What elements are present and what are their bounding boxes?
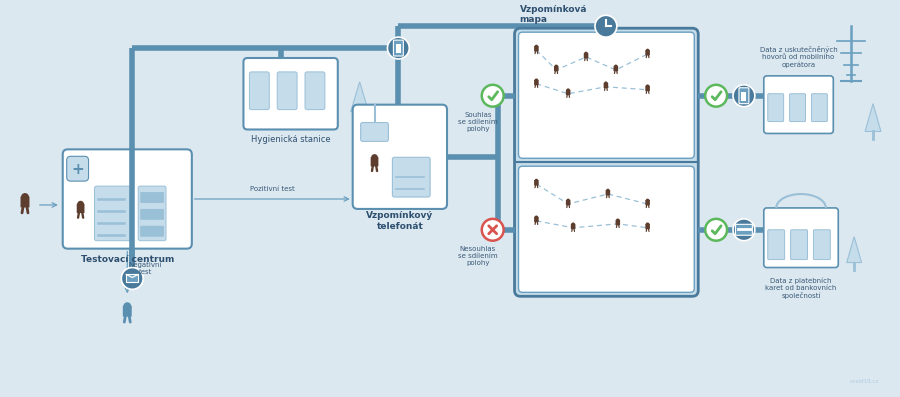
FancyBboxPatch shape <box>122 306 131 317</box>
FancyBboxPatch shape <box>249 72 269 110</box>
Circle shape <box>733 85 755 107</box>
FancyBboxPatch shape <box>812 94 827 121</box>
Circle shape <box>706 219 727 241</box>
FancyBboxPatch shape <box>566 90 571 95</box>
Polygon shape <box>847 237 861 262</box>
Circle shape <box>482 219 504 241</box>
FancyBboxPatch shape <box>764 208 838 268</box>
FancyBboxPatch shape <box>534 180 539 185</box>
Text: covid19.cz: covid19.cz <box>850 379 879 384</box>
Circle shape <box>535 179 538 182</box>
FancyBboxPatch shape <box>244 58 338 129</box>
FancyBboxPatch shape <box>139 186 166 241</box>
FancyBboxPatch shape <box>566 200 571 205</box>
Circle shape <box>535 79 538 82</box>
FancyBboxPatch shape <box>534 46 539 52</box>
Circle shape <box>646 49 650 52</box>
FancyBboxPatch shape <box>742 92 746 101</box>
FancyBboxPatch shape <box>21 197 30 208</box>
FancyBboxPatch shape <box>616 220 620 225</box>
FancyBboxPatch shape <box>140 192 164 203</box>
Text: Nesouhlas
se sdílením
polohy: Nesouhlas se sdílením polohy <box>458 246 498 266</box>
FancyBboxPatch shape <box>277 72 297 110</box>
FancyBboxPatch shape <box>571 224 575 229</box>
FancyBboxPatch shape <box>614 66 618 71</box>
FancyBboxPatch shape <box>393 40 403 56</box>
Circle shape <box>646 222 650 226</box>
FancyBboxPatch shape <box>554 66 559 71</box>
Circle shape <box>566 89 570 92</box>
Text: Pozitivní test: Pozitivní test <box>250 186 294 192</box>
FancyBboxPatch shape <box>396 44 400 53</box>
FancyBboxPatch shape <box>392 157 430 197</box>
FancyBboxPatch shape <box>353 105 447 209</box>
FancyBboxPatch shape <box>768 94 784 121</box>
FancyBboxPatch shape <box>606 190 610 195</box>
Circle shape <box>371 154 378 161</box>
Circle shape <box>572 222 575 226</box>
FancyBboxPatch shape <box>361 123 389 141</box>
Circle shape <box>595 15 616 37</box>
FancyBboxPatch shape <box>518 166 694 292</box>
FancyBboxPatch shape <box>645 50 650 56</box>
Circle shape <box>554 65 558 68</box>
Text: Souhlas
se sdílením
polohy: Souhlas se sdílením polohy <box>458 112 498 132</box>
Circle shape <box>646 198 650 202</box>
Text: Data z uskutečněných
hovorů od mobilního
operátora: Data z uskutečněných hovorů od mobilního… <box>760 46 837 68</box>
Circle shape <box>123 302 131 310</box>
FancyBboxPatch shape <box>645 200 650 205</box>
Circle shape <box>646 85 650 88</box>
FancyBboxPatch shape <box>645 224 650 229</box>
FancyBboxPatch shape <box>67 156 88 181</box>
FancyBboxPatch shape <box>604 83 608 88</box>
Circle shape <box>535 216 538 219</box>
Polygon shape <box>351 82 369 112</box>
Circle shape <box>616 218 619 222</box>
Circle shape <box>535 45 538 48</box>
FancyBboxPatch shape <box>76 204 85 213</box>
FancyBboxPatch shape <box>534 80 539 85</box>
Circle shape <box>606 189 609 192</box>
Text: Testovací centrum: Testovací centrum <box>81 255 174 264</box>
Circle shape <box>122 268 143 289</box>
Text: Negativní
test: Negativní test <box>129 262 162 275</box>
FancyBboxPatch shape <box>764 76 833 133</box>
FancyBboxPatch shape <box>768 230 785 260</box>
FancyBboxPatch shape <box>534 217 539 222</box>
Text: +: + <box>71 162 84 177</box>
FancyBboxPatch shape <box>94 186 132 241</box>
Text: Hygienická stanice: Hygienická stanice <box>251 135 330 144</box>
Text: Vzpomínková
mapa: Vzpomínková mapa <box>519 5 587 24</box>
FancyBboxPatch shape <box>739 88 749 104</box>
Polygon shape <box>865 104 881 131</box>
Circle shape <box>21 193 29 201</box>
Circle shape <box>482 85 504 107</box>
FancyBboxPatch shape <box>140 209 164 220</box>
FancyBboxPatch shape <box>305 72 325 110</box>
Circle shape <box>614 65 617 68</box>
Circle shape <box>584 52 588 55</box>
Text: Data z platebních
karet od bankovních
společností: Data z platebních karet od bankovních sp… <box>765 278 837 299</box>
FancyBboxPatch shape <box>518 32 694 158</box>
FancyBboxPatch shape <box>814 230 831 260</box>
Circle shape <box>387 37 410 59</box>
FancyBboxPatch shape <box>140 226 164 237</box>
FancyBboxPatch shape <box>371 157 378 166</box>
FancyBboxPatch shape <box>735 224 752 235</box>
Circle shape <box>77 201 84 208</box>
FancyBboxPatch shape <box>126 274 139 282</box>
Circle shape <box>733 219 755 241</box>
Circle shape <box>706 85 727 107</box>
Circle shape <box>566 198 570 202</box>
Text: Vzpomínkový
telefonát: Vzpomínkový telefonát <box>366 211 434 231</box>
FancyBboxPatch shape <box>645 86 650 91</box>
FancyBboxPatch shape <box>584 53 589 58</box>
FancyBboxPatch shape <box>63 149 192 249</box>
FancyBboxPatch shape <box>790 230 807 260</box>
FancyBboxPatch shape <box>515 28 698 296</box>
FancyBboxPatch shape <box>789 94 806 121</box>
Circle shape <box>604 81 608 85</box>
